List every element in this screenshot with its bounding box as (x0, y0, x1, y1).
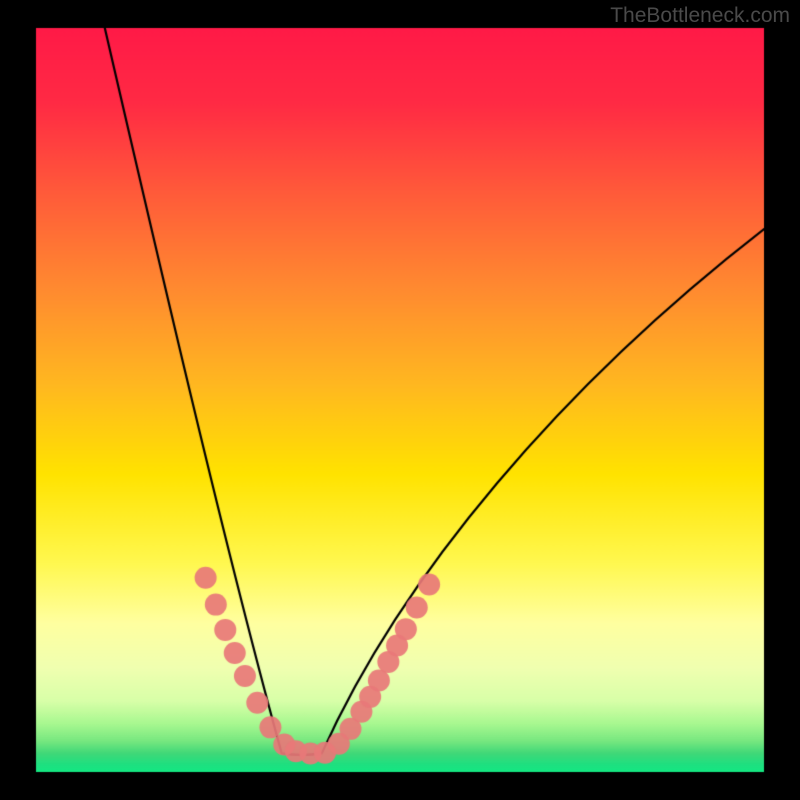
watermark-text: TheBottleneck.com (610, 4, 790, 28)
bottleneck-chart (0, 0, 800, 800)
